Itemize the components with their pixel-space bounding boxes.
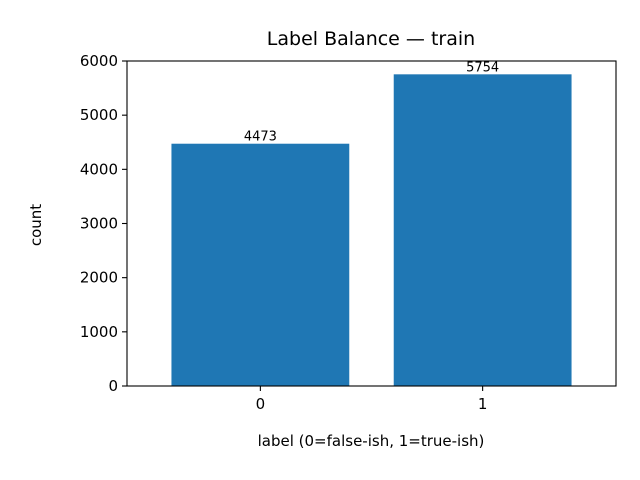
- x-axis-label: label (0=false-ish, 1=true-ish): [258, 432, 485, 450]
- y-axis-label: count: [27, 204, 45, 246]
- bar-0: [171, 143, 350, 386]
- data-label-0: 4473: [244, 130, 277, 145]
- y-tick-label-6000: 6000: [80, 52, 118, 70]
- y-tick-label-4000: 4000: [80, 160, 118, 178]
- y-tick-label-5000: 5000: [80, 106, 118, 124]
- data-labels-group: 4473 5754: [244, 60, 499, 144]
- axes-frame: [126, 60, 617, 387]
- y-tick-label-1000: 1000: [80, 323, 118, 341]
- y-tick-label-3000: 3000: [80, 215, 118, 233]
- y-tick-label-2000: 2000: [80, 269, 118, 287]
- chart-title: Label Balance — train: [267, 28, 475, 50]
- y-axis-ticks: 0 1000 2000 3000 4000 5000 6000: [80, 52, 127, 395]
- data-label-1: 5754: [466, 60, 499, 75]
- x-tick-label-1: 1: [478, 395, 488, 413]
- bar-1: [393, 74, 572, 386]
- y-tick-label-0: 0: [108, 377, 118, 395]
- bars-group: [171, 74, 572, 386]
- x-tick-label-0: 0: [256, 395, 266, 413]
